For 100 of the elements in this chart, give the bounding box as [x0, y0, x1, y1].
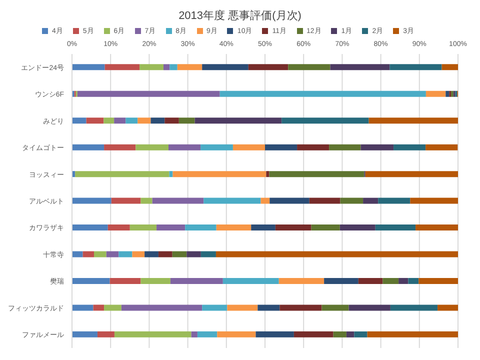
bar [138, 118, 151, 124]
bar [378, 198, 410, 204]
bar [266, 171, 270, 178]
bar [197, 331, 218, 338]
bar [375, 224, 416, 231]
bar [130, 224, 157, 231]
bar [178, 118, 195, 124]
bar [114, 331, 192, 338]
bar [72, 64, 105, 70]
bar [340, 198, 364, 204]
bar [294, 331, 334, 338]
bar [158, 251, 172, 258]
bar [426, 144, 458, 150]
bar [322, 304, 349, 311]
bar [446, 90, 450, 97]
bar [367, 331, 458, 338]
bar [191, 331, 198, 338]
bar [121, 304, 202, 311]
bar [150, 118, 165, 124]
bar [275, 224, 312, 231]
bar [97, 331, 114, 338]
bar [200, 144, 233, 150]
bar [438, 304, 458, 311]
bar [278, 278, 324, 284]
bar [186, 251, 201, 258]
bar [152, 198, 204, 204]
bar [140, 278, 170, 284]
bar [311, 224, 340, 231]
bar [217, 331, 256, 338]
bar [324, 278, 358, 284]
bar [260, 198, 270, 204]
bar [418, 278, 458, 284]
bar [104, 118, 114, 124]
bar [170, 278, 223, 284]
bar [365, 171, 458, 178]
bar [77, 90, 220, 97]
bar [132, 251, 145, 258]
bar [110, 278, 141, 284]
bar [270, 198, 310, 204]
bar [297, 144, 330, 150]
bar [136, 144, 168, 150]
bar [202, 64, 248, 70]
bar [382, 278, 399, 284]
bar [104, 64, 140, 70]
bar [72, 144, 104, 150]
bar [163, 64, 170, 70]
bar [354, 331, 368, 338]
bar [269, 171, 364, 178]
bar [72, 198, 112, 204]
bar [106, 251, 119, 258]
bar [265, 144, 298, 150]
bar [360, 144, 394, 150]
bar [248, 64, 288, 70]
bar [256, 331, 294, 338]
bar [170, 64, 178, 70]
bar [222, 278, 279, 284]
chart-title: 2013年度 悪事評価(月次) [178, 8, 302, 24]
bar [144, 251, 158, 258]
bar [94, 251, 106, 258]
bar [72, 118, 86, 124]
bar [232, 144, 265, 150]
bar [185, 224, 216, 231]
bar [426, 90, 446, 97]
bar [140, 64, 164, 70]
bar [358, 278, 383, 284]
bar [75, 171, 170, 178]
bar [368, 118, 458, 124]
bar [394, 144, 426, 150]
bar [104, 144, 136, 150]
bar [220, 90, 426, 97]
bar [348, 304, 390, 311]
bar [72, 224, 108, 231]
bar [156, 224, 186, 231]
bar [442, 64, 458, 70]
bar [202, 304, 228, 311]
bar [251, 224, 276, 231]
bar [114, 118, 126, 124]
bar [200, 251, 216, 258]
bar [140, 198, 152, 204]
bar [126, 118, 138, 124]
bar [330, 64, 390, 70]
bar [340, 224, 376, 231]
bar [416, 224, 458, 231]
bar [408, 278, 419, 284]
bar [72, 331, 98, 338]
bar [72, 278, 110, 284]
bar [108, 224, 130, 231]
bar [172, 251, 187, 258]
bar [204, 198, 261, 204]
bar [194, 118, 282, 124]
bar [258, 304, 280, 311]
bar [164, 118, 179, 124]
bar [410, 198, 458, 204]
bar [72, 251, 83, 258]
bar [177, 64, 202, 70]
bar [72, 304, 94, 311]
bar [333, 331, 346, 338]
bar [86, 118, 104, 124]
bar [280, 304, 322, 311]
bar [227, 304, 258, 311]
